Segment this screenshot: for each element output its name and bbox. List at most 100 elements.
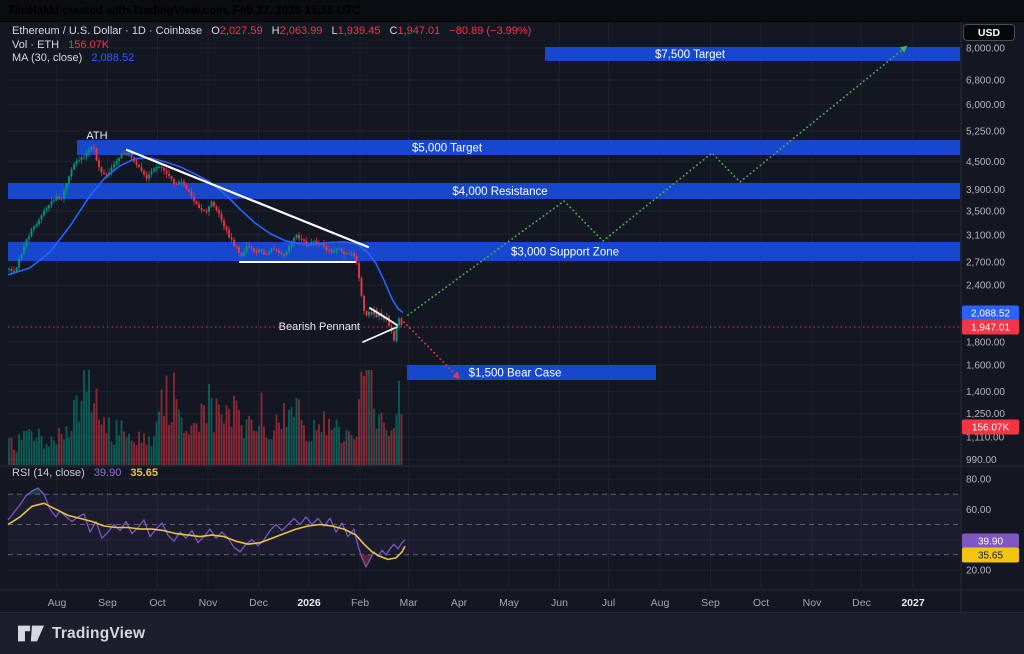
price-badge-label: 35.65 [978, 551, 1003, 562]
close-value: 1,947.01 [397, 25, 441, 37]
month-axis-label: Nov [803, 597, 822, 609]
open-label: O [211, 25, 220, 37]
year-axis-label: 2026 [297, 597, 321, 609]
ma-label: MA (30, close) [12, 52, 83, 64]
currency-toggle-button[interactable]: USD [963, 24, 1015, 41]
month-axis-label: Nov [199, 597, 218, 609]
pennant-lower-line[interactable] [362, 326, 398, 343]
footer-bar: TradingView [0, 612, 1024, 654]
high-label: H [271, 25, 280, 37]
annotation-label[interactable]: Bearish Pennant [279, 321, 360, 333]
rsi-ma-value: 35.65 [130, 467, 158, 479]
price-badge-label: 2,088.52 [971, 309, 1010, 320]
chart-plot-surface[interactable] [8, 22, 960, 588]
tradingview-logo-icon[interactable] [18, 625, 44, 643]
pane-separators [0, 22, 1024, 612]
price-badge-label: 39.90 [978, 537, 1003, 548]
month-axis-label: Oct [149, 597, 165, 609]
bullish-projection-line-arrowhead [899, 45, 908, 53]
chart-annotations[interactable]: ATH Bearish Pennant [86, 130, 360, 333]
price-tick-label: 990.00 [966, 455, 997, 466]
zone-band[interactable] [545, 47, 960, 61]
price-tick-label: 8,000.00 [966, 44, 1005, 55]
month-axis-label: Jul [602, 597, 615, 609]
chart-legend: Ethereum / U.S. Dollar · 1D · Coinbase O… [12, 25, 531, 66]
rsi-ma-line [7, 502, 406, 561]
volume-legend-row[interactable]: Vol · ETH 156.07K [12, 39, 531, 53]
volume-series [8, 370, 403, 465]
price-badge [962, 305, 1019, 321]
month-axis-label: Oct [753, 597, 769, 609]
rsi-value: 39.90 [93, 467, 122, 479]
grid [8, 22, 960, 588]
annotation-label[interactable]: ATH [86, 130, 107, 142]
attribution-bar: TimHakki created with TradingView.com, F… [0, 0, 1024, 22]
rsi-tick-label: 20.00 [966, 566, 991, 577]
low-value: 1,939.45 [337, 25, 381, 37]
month-axis-label: Dec [249, 597, 268, 609]
zone-band[interactable] [77, 140, 960, 155]
rsi-legend-row[interactable]: RSI (14, close) 39.90 35.65 [12, 467, 158, 479]
price-badge-label: 1,947.01 [971, 323, 1010, 334]
symbol-title: Ethereum / U.S. Dollar · 1D · Coinbase [12, 25, 203, 37]
tradingview-brand-text[interactable]: TradingView [52, 624, 146, 642]
price-tick-label: 2,400.00 [966, 281, 1005, 292]
month-axis-label: Mar [399, 597, 418, 609]
zone-band[interactable] [407, 365, 656, 380]
open-value: 2,027.59 [219, 25, 263, 37]
time-scale[interactable]: Aug Sep Oct Nov Dec 2026 Feb Mar Apr May Jun Jul Aug… [0, 590, 961, 612]
zone-band-label: $1,500 Bear Case [469, 368, 562, 380]
price-tick-label: 3,500.00 [966, 206, 1005, 217]
price-badge [962, 533, 1019, 549]
zone-band-label: $3,000 Support Zone [511, 247, 619, 259]
rsi-threshold-fill [361, 554, 373, 567]
pennant-upper-line[interactable] [369, 307, 398, 326]
symbol-legend-row[interactable]: Ethereum / U.S. Dollar · 1D · Coinbase O… [12, 25, 531, 39]
price-tick-label: 1,110.00 [966, 433, 1005, 444]
price-tick-label: 1,800.00 [966, 337, 1005, 348]
close-label: C [389, 25, 398, 37]
price-tick-label: 4,500.00 [966, 157, 1005, 168]
trendline-drawings[interactable] [125, 148, 398, 343]
month-axis-label: Feb [351, 597, 369, 609]
ma-value: 2,088.52 [91, 52, 135, 64]
zone-band[interactable] [8, 183, 960, 199]
month-axis-label: Apr [451, 597, 468, 609]
price-tick-label: 2,700.00 [966, 258, 1005, 269]
projection-paths[interactable] [403, 43, 910, 382]
rsi-neutral-band [8, 494, 960, 555]
price-tick-label: 1,400.00 [966, 387, 1005, 398]
descending-trendline[interactable] [125, 148, 370, 249]
month-axis-label: Aug [48, 597, 67, 609]
low-label: L [331, 25, 338, 37]
month-axis-label: Jun [551, 597, 568, 609]
price-badge [962, 319, 1019, 335]
ma-overlay [7, 157, 404, 314]
price-badge-label: 156.07K [972, 423, 1010, 434]
ma-30-line [7, 157, 404, 314]
price-tick-label: 5,250.00 [966, 127, 1005, 138]
year-axis-label: 2027 [901, 597, 925, 609]
month-axis-label: Sep [98, 597, 117, 609]
price-tick-label: 1,250.00 [966, 409, 1005, 420]
bearish-projection-line[interactable] [403, 321, 456, 375]
candlestick-series [8, 143, 403, 343]
price-zone-bands[interactable]: $7,500 Target $5,000 Target $4,000 Resista… [8, 47, 960, 380]
price-scale[interactable]: 8,000.00 6,800.00 6,000.00 5,250.00 4,500.00… [962, 22, 1024, 612]
price-tick-label: 3,100.00 [966, 230, 1005, 241]
bearish-projection-line-arrowhead [452, 371, 460, 380]
rsi-tick-label: 60.00 [966, 505, 991, 516]
month-axis-label: Sep [701, 597, 720, 609]
zone-band-label: $7,500 Target [655, 49, 726, 61]
month-axis-label: May [499, 597, 520, 609]
price-tick-label: 6,000.00 [966, 100, 1005, 111]
month-axis-label: Dec [852, 597, 871, 609]
bullish-projection-line[interactable] [407, 49, 903, 316]
ma-legend-row[interactable]: MA (30, close) 2,088.52 [12, 52, 531, 66]
attribution-text: TimHakki created with TradingView.com, F… [8, 4, 361, 17]
high-value: 2,063.99 [279, 25, 323, 37]
zone-band-label: $4,000 Resistance [452, 186, 547, 198]
price-badge [962, 547, 1019, 563]
